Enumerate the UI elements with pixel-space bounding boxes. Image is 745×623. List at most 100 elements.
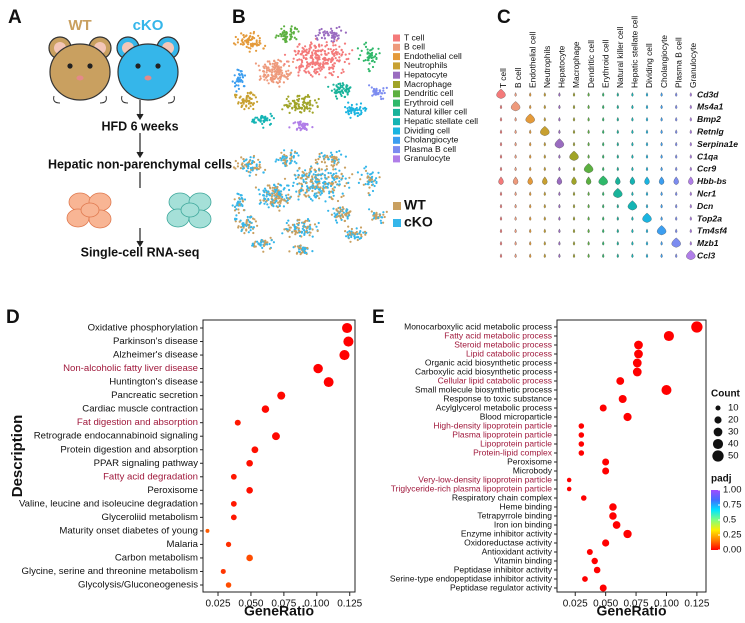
cell-point <box>245 169 248 172</box>
cell-point <box>371 183 374 186</box>
violin <box>499 203 503 209</box>
cell-point <box>237 211 240 214</box>
column-label: Hepatic stellate cell <box>630 16 640 88</box>
cell-point <box>264 44 267 48</box>
cell-point <box>322 188 325 191</box>
cell-point <box>260 117 263 120</box>
violin <box>631 92 634 97</box>
cell-point <box>310 180 313 183</box>
column-label: Dendritic cell <box>586 40 596 88</box>
cell-point <box>316 105 319 109</box>
y-tick-label: Lipid catabolic process <box>466 348 552 358</box>
violin <box>499 191 503 196</box>
cell-point <box>332 177 335 180</box>
cell-point <box>334 57 337 60</box>
cell-point <box>347 225 350 228</box>
cell-point <box>272 205 275 208</box>
cell-point <box>323 62 326 65</box>
cell-point <box>313 223 317 226</box>
cell-point <box>298 69 301 72</box>
cell-point <box>300 182 303 185</box>
cell-point <box>346 107 349 110</box>
violin <box>616 228 619 234</box>
cell-point <box>345 235 348 238</box>
violin <box>499 129 503 134</box>
cell-point <box>306 225 309 228</box>
cell-point <box>332 65 336 68</box>
dot <box>634 349 643 359</box>
cell-point <box>314 170 317 173</box>
cell-point <box>247 102 250 105</box>
cell-point <box>359 112 363 116</box>
violin <box>583 163 594 174</box>
cell-point <box>294 50 297 53</box>
violin <box>644 176 650 185</box>
cell-point <box>364 183 367 186</box>
cell-point <box>323 186 326 189</box>
legend-title: padj <box>711 474 732 485</box>
cell-point <box>242 101 245 104</box>
cell-point <box>371 94 374 97</box>
cell-point <box>327 34 330 37</box>
panel-label: E <box>372 307 385 328</box>
cell-point <box>375 177 378 180</box>
gene-label: Retnlg <box>697 126 724 136</box>
cell-point <box>336 183 339 186</box>
cell-point <box>318 182 321 185</box>
cell-point <box>331 158 334 161</box>
cell-point <box>285 221 288 225</box>
violin <box>558 228 561 234</box>
cell-point <box>263 78 266 81</box>
cell-point <box>294 230 297 233</box>
dot <box>246 487 253 494</box>
cell-point <box>270 71 273 74</box>
cell-point <box>290 149 293 152</box>
cell-point <box>325 177 328 180</box>
legend-swatch <box>393 155 400 163</box>
violin <box>602 191 605 196</box>
cell-point <box>347 236 350 239</box>
cell-point <box>343 184 346 188</box>
cell-point <box>344 106 347 109</box>
cell-point <box>367 192 370 195</box>
cell-point <box>269 194 272 197</box>
violin <box>529 154 532 159</box>
cell-point <box>293 226 296 229</box>
cell-point <box>271 79 274 82</box>
cell-point <box>287 60 290 63</box>
cell-point <box>287 224 290 227</box>
cell-point <box>284 40 287 44</box>
cell-point <box>330 89 333 92</box>
cell-point <box>248 99 251 103</box>
dot <box>343 336 354 347</box>
cell-point <box>274 198 278 201</box>
cell-point <box>288 64 291 68</box>
cell-point <box>313 99 317 102</box>
cell-point <box>282 205 285 208</box>
violin <box>498 176 504 185</box>
cell-point <box>281 71 284 75</box>
cell-point <box>249 171 252 174</box>
cell-point <box>247 46 250 49</box>
cell-point <box>240 156 243 159</box>
cell-point <box>373 184 376 188</box>
cell-point <box>375 89 378 92</box>
violin <box>529 129 532 134</box>
violin <box>514 141 517 147</box>
cell-point <box>277 34 280 38</box>
y-tick-label: Pancreatic secretion <box>111 390 198 401</box>
cell-point <box>340 178 343 181</box>
cell-point <box>355 230 358 234</box>
cell-point <box>363 230 367 233</box>
cell-point <box>378 90 382 93</box>
violin <box>543 216 546 221</box>
cell-point <box>259 166 262 169</box>
cell-point <box>380 97 383 101</box>
x-tick-label: 0.100 <box>654 599 679 610</box>
cell-point <box>245 105 248 108</box>
cell-point <box>255 39 258 42</box>
violin <box>571 176 577 185</box>
cell-point <box>246 215 249 219</box>
violin <box>660 104 663 110</box>
cell-point <box>341 86 344 89</box>
